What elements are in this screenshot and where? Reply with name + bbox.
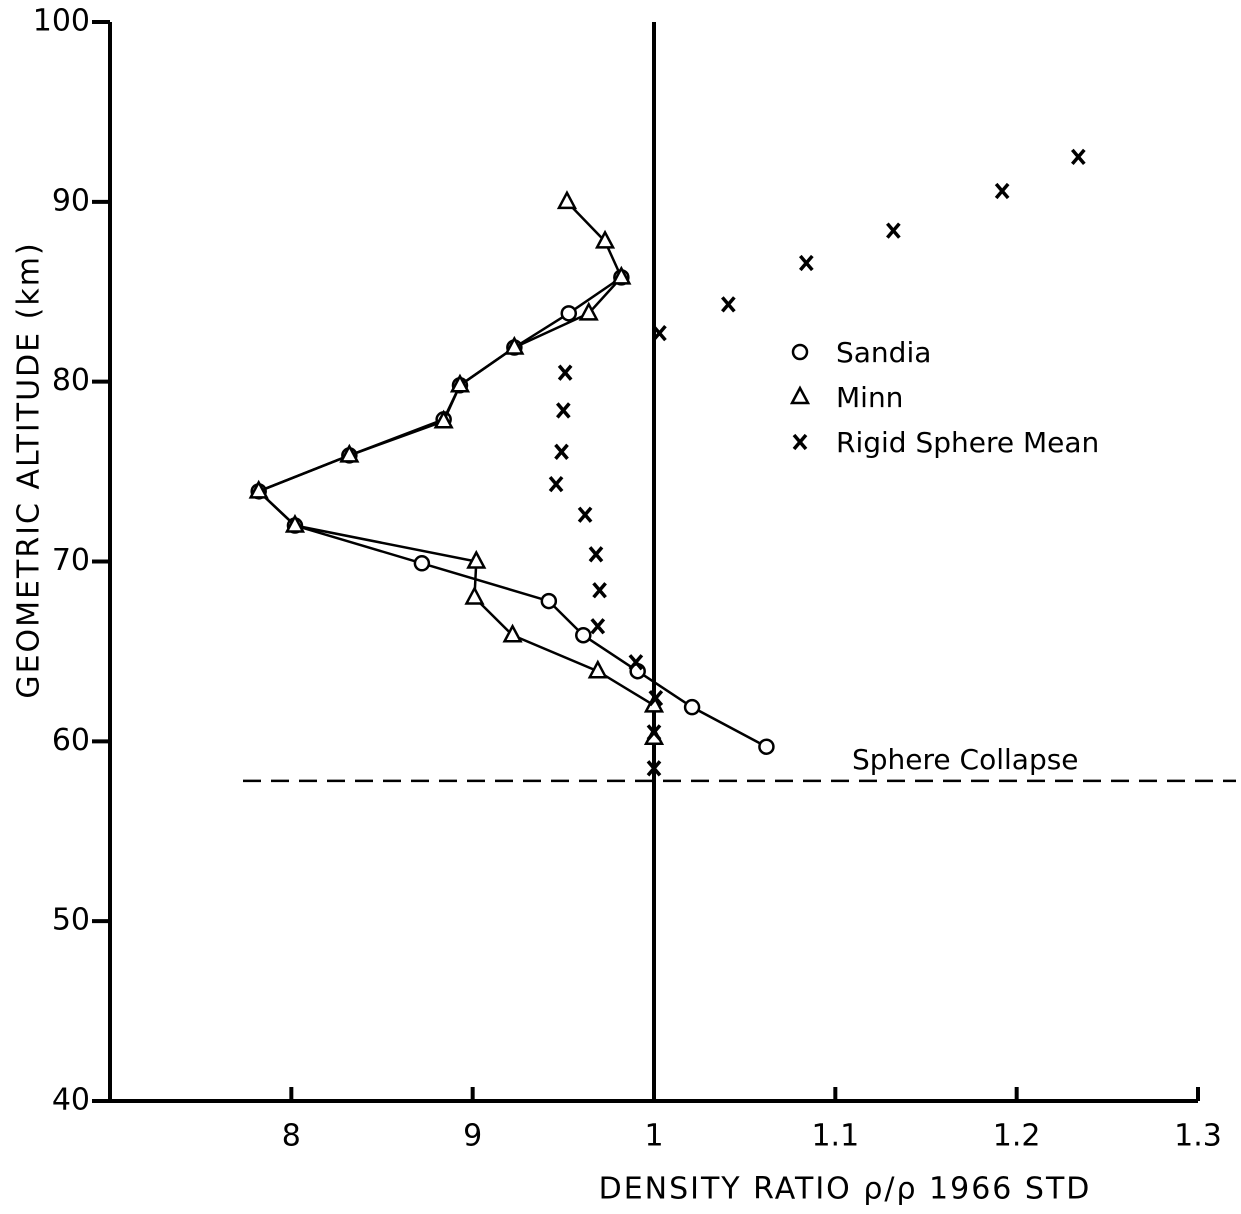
point-x [798,254,814,272]
point-x [646,760,662,777]
x-tick-label: 8 [282,1119,301,1154]
point-triangle [284,513,306,533]
point-triangle [594,229,616,249]
point-x [590,618,606,635]
point-x [556,402,571,419]
y-tick-label: 40 [52,1083,90,1118]
point-x [588,546,604,563]
point-triangle [587,659,608,679]
series-line [256,200,656,738]
annotation: Sphere Collapse [852,743,1079,776]
x-tick-label: 1 [644,1119,663,1154]
point-triangle [449,373,471,393]
point-circle [758,738,775,755]
point-x [557,364,573,381]
point-triangle [504,335,525,355]
point-x [648,690,664,707]
y-tick-label: 60 [52,723,90,758]
y-tick-label: 50 [52,903,90,938]
point-triangle [464,585,485,605]
point-x [592,582,607,599]
y-tick-label: 100 [33,4,90,39]
point-circle [683,698,701,716]
x-tick-label: 1.1 [811,1119,859,1154]
legend-label: Minn [836,381,903,414]
point-triangle [611,265,632,285]
point-x [554,443,569,460]
point-triangle [466,549,487,569]
point-circle [575,626,592,644]
point-x [577,506,593,523]
point-triangle [578,301,599,321]
point-triangle [433,409,454,429]
x-tick-label: 9 [463,1119,482,1154]
point-circle [413,555,431,572]
point-x [1070,148,1086,166]
point-x [628,654,644,671]
point-triangle [248,479,269,499]
point-x [652,324,667,342]
point-x [886,222,901,239]
point-circle [540,592,558,610]
point-x [721,296,736,313]
legend-marker [792,433,808,451]
point-triangle [502,623,523,643]
legend-marker [791,343,809,361]
legend-marker [789,385,811,405]
x-tick-label: 1.3 [1174,1119,1222,1154]
y-tick-label: 80 [52,363,90,398]
point-x [548,476,564,493]
point-x [646,724,662,741]
y-tick-label: 90 [52,183,90,218]
point-triangle [556,190,578,210]
legend-label: Sandia [836,336,931,369]
x-axis-label: DENSITY RATIO ρ/ρ 1966 STD [599,1172,1092,1207]
y-axis-label: GEOMETRIC ALTITUDE (km) [12,241,47,698]
legend-label: Rigid Sphere Mean [836,426,1099,459]
y-tick-label: 70 [52,543,90,578]
point-circle [560,305,578,322]
x-tick-label: 1.2 [993,1119,1041,1154]
point-triangle [339,443,360,463]
point-x [994,182,1010,200]
